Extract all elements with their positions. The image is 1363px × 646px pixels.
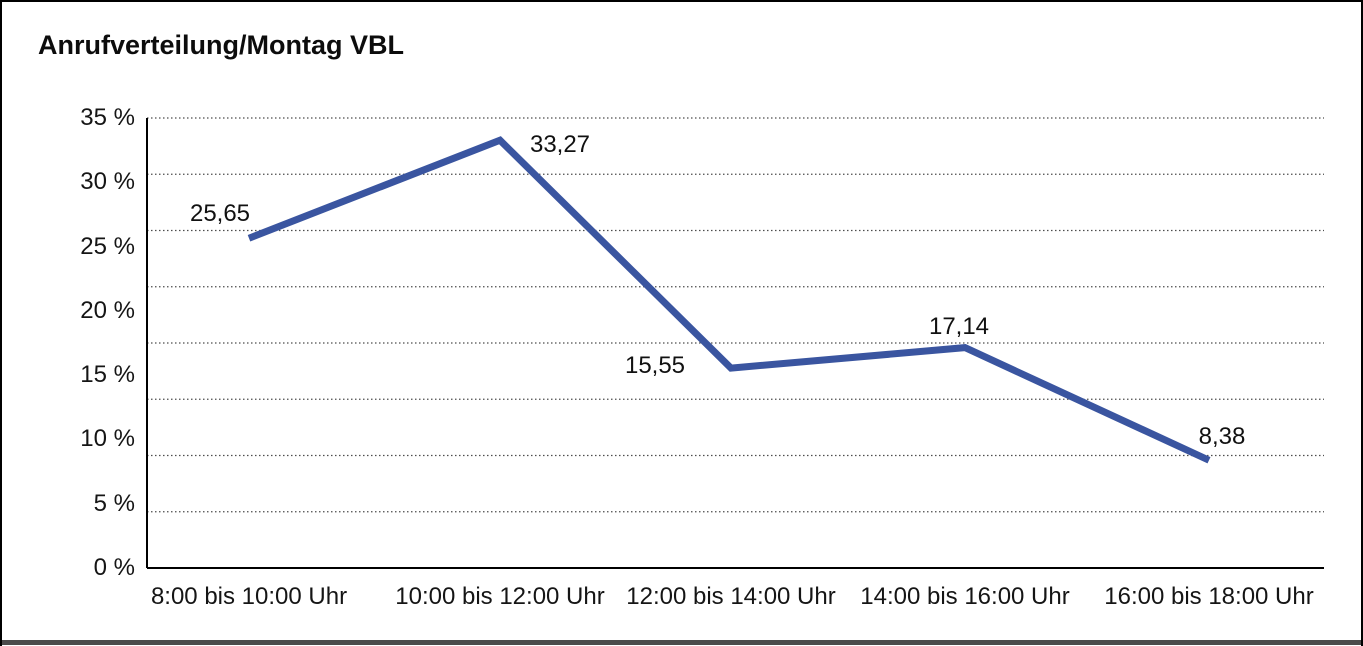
y-axis-label: 10 %: [80, 425, 135, 453]
data-point-label: 15,55: [624, 352, 686, 380]
y-axis-label: 20 %: [80, 296, 135, 324]
data-point-label: 25,65: [189, 200, 251, 228]
y-axis-label: 25 %: [80, 232, 135, 260]
x-axis-label: 12:00 bis 14:00 Uhr: [626, 583, 836, 610]
data-point-label: 17,14: [928, 312, 990, 340]
x-axis-label: 8:00 bis 10:00 Uhr: [150, 583, 348, 610]
x-axis-label: 14:00 bis 16:00 Uhr: [860, 583, 1070, 610]
x-axis-label: 10:00 bis 12:00 Uhr: [395, 583, 605, 610]
x-axis-label: 16:00 bis 18:00 Uhr: [1104, 583, 1314, 610]
data-series-line: [247, 136, 1211, 464]
data-point-label: 8,38: [1198, 423, 1246, 451]
y-axis-label: 5 %: [93, 489, 135, 517]
y-axis-label: 15 %: [80, 361, 135, 389]
y-axis-label: 35 %: [80, 104, 135, 131]
y-axis-label: 30 %: [80, 168, 135, 196]
chart-title: Anrufverteilung/Montag VBL: [38, 30, 404, 60]
y-axis-label: 0 %: [93, 554, 135, 581]
window-bottom-edge: [2, 640, 1361, 645]
data-point-label: 33,27: [529, 131, 591, 159]
